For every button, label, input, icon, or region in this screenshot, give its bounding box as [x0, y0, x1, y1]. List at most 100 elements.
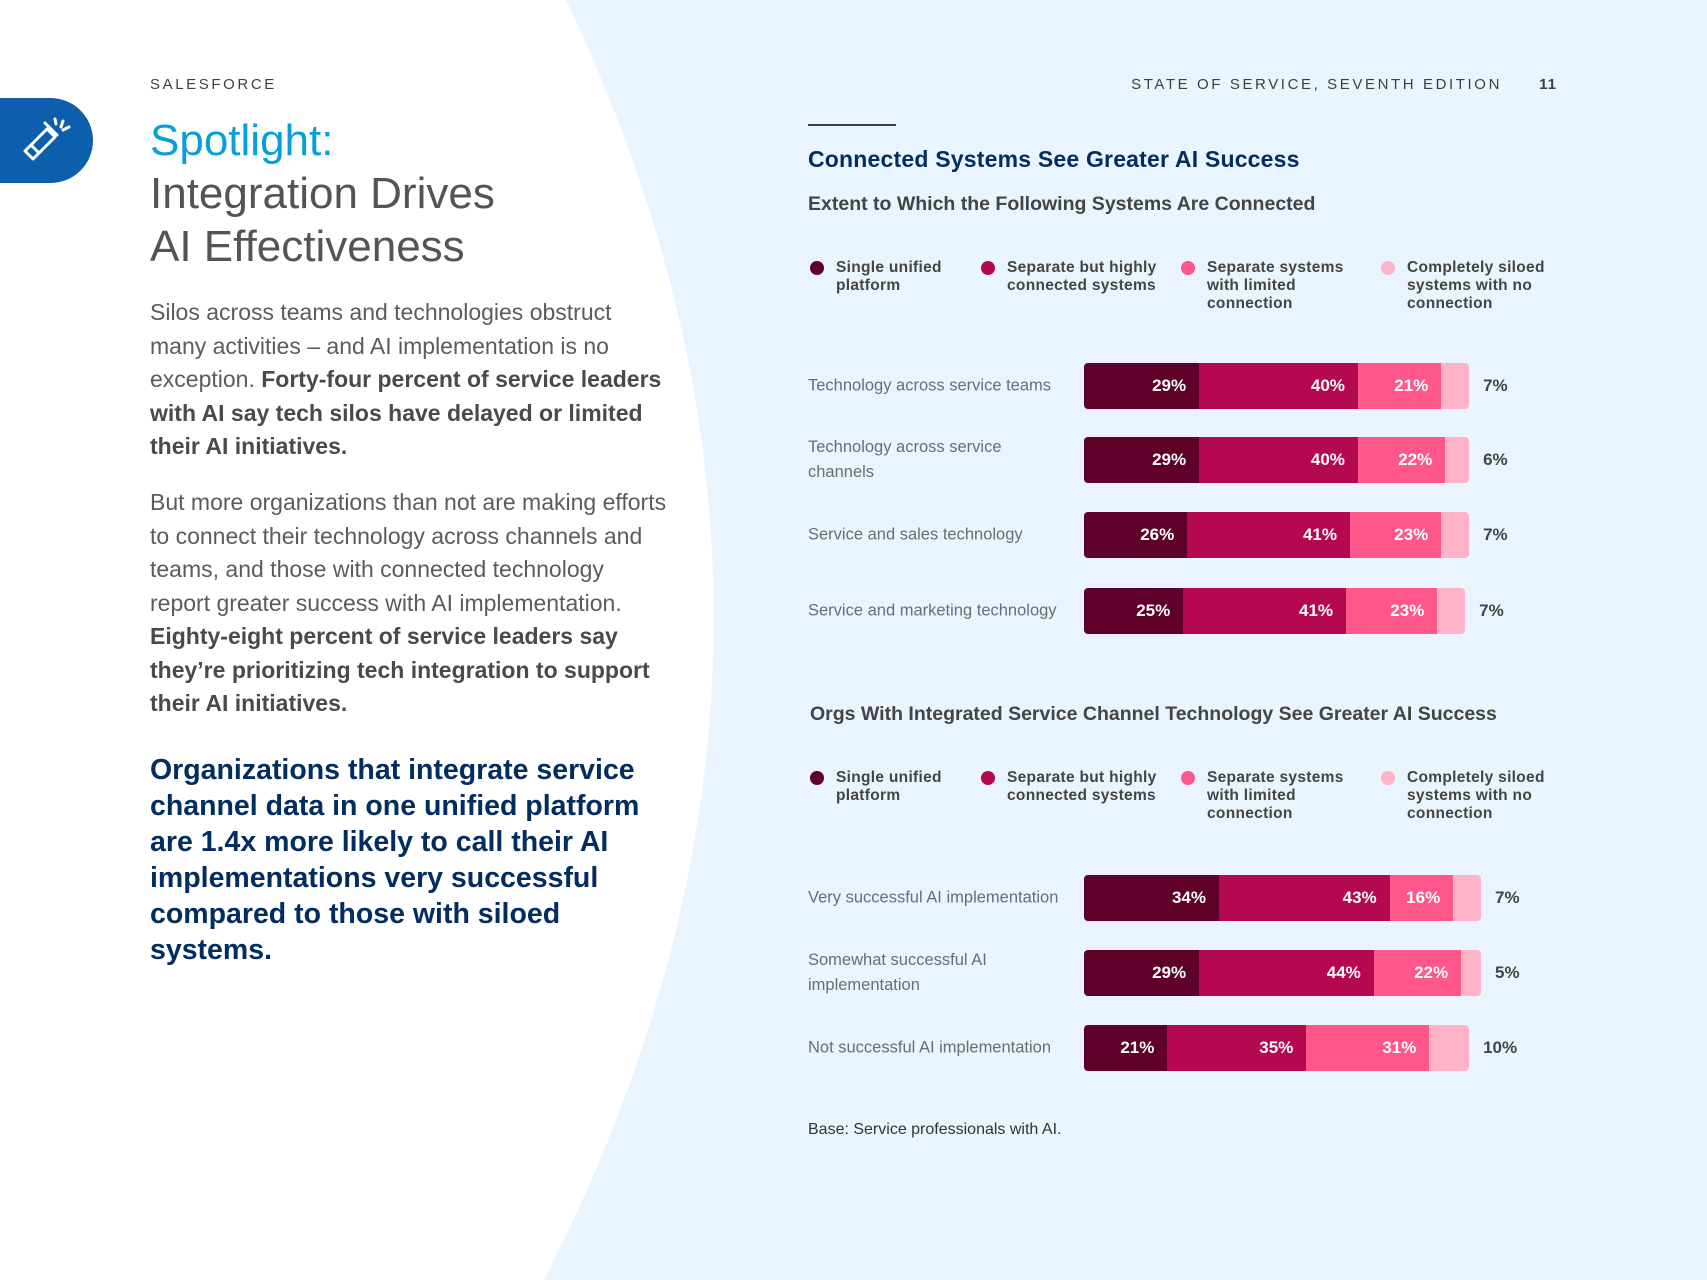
title-line-2: AI Effectiveness [150, 222, 465, 271]
bar-segment-label: 34% [1084, 875, 1219, 921]
bar-segment [1445, 437, 1470, 483]
bar-segment-label: 40% [1199, 437, 1358, 483]
stacked-bar: 21% 35% 31% [1084, 1025, 1470, 1071]
paragraph-1-bold: Forty-four percent of service leaders wi… [150, 366, 662, 459]
bar-segment [1429, 1025, 1470, 1071]
bar-segment [1441, 363, 1470, 409]
bar-row: Very successful AI implementation 34% 43% 1… [808, 875, 1568, 921]
bar-row: Somewhat successful AI implementation 29%… [808, 950, 1568, 996]
bar-segment-label: 29% [1084, 950, 1200, 996]
spotlight-badge [0, 98, 93, 183]
legend-swatch [981, 261, 995, 275]
legend-item: Completely siloed systems with no connec… [1381, 259, 1557, 313]
publication-header: STATE OF SERVICE, SEVENTH EDITION [1131, 76, 1502, 93]
legend-swatch [981, 771, 995, 785]
legend-item: Single unified platform [810, 769, 951, 805]
category-label: Technology across service channels [808, 438, 1002, 481]
siloed-value-label: 7% [1483, 376, 1508, 395]
legend-item: Separate systems with limited connection [1181, 769, 1357, 823]
bar-segment-label: 21% [1084, 1025, 1168, 1071]
category-label: Technology across service teams [808, 376, 1052, 395]
bar-segment-label: 44% [1199, 950, 1374, 996]
brand-header: SALESFORCE [150, 76, 277, 93]
siloed-value-label: 5% [1495, 963, 1520, 982]
legend-label: Separate systems with limited connection [1207, 769, 1344, 822]
category-label: Very successful AI implementation [808, 888, 1059, 907]
bar-segment [1437, 588, 1466, 634]
legend-label: Separate but highly connected systems [1007, 769, 1157, 804]
bar-segment-label: 23% [1349, 512, 1442, 558]
stacked-bar: 29% 40% 21% [1084, 363, 1470, 409]
bar-row: Technology across service channels 29% 40%… [808, 437, 1568, 483]
legend-label: Single unified platform [836, 769, 942, 804]
legend-label: Single unified platform [836, 259, 942, 294]
legend-swatch [810, 771, 824, 785]
page-title: Spotlight: Integration Drives AI Effecti… [150, 114, 495, 273]
legend-label: Separate systems with limited connection [1207, 259, 1344, 312]
bar-segment-label: 23% [1346, 588, 1438, 634]
category-label: Somewhat successful AI implementation [808, 951, 987, 994]
title-spotlight: Spotlight: [150, 116, 334, 165]
legend-swatch [1181, 261, 1195, 275]
footnote: Base: Service professionals with AI. [808, 1121, 1062, 1138]
bar-segment-label: 29% [1084, 363, 1200, 409]
siloed-value-label: 10% [1483, 1038, 1518, 1057]
bar-segment-label: 29% [1084, 437, 1200, 483]
bar-segment-label: 41% [1187, 512, 1350, 558]
legend-swatch [810, 261, 824, 275]
paragraph-1: Silos across teams and technologies obst… [150, 296, 670, 464]
legend-item: Single unified platform [810, 259, 951, 295]
bar-segment [1441, 512, 1470, 558]
bar-segment [1461, 950, 1481, 996]
siloed-value-label: 7% [1479, 601, 1504, 620]
stacked-bar: 25% 41% 23% [1084, 588, 1466, 634]
bar-row: Service and marketing technology 25% 41% 23… [808, 588, 1568, 634]
bar-row: Technology across service teams 29% 40% 21%… [808, 363, 1568, 409]
bar-segment-label: 16% [1389, 875, 1454, 921]
siloed-value-label: 7% [1483, 525, 1508, 544]
legend-label: Completely siloed systems with no connec… [1407, 769, 1545, 822]
page-number: 11 [1539, 76, 1557, 93]
stacked-bar: 29% 40% 22% [1084, 437, 1470, 483]
legend-label: Separate but highly connected systems [1007, 259, 1157, 294]
siloed-value-label: 6% [1483, 450, 1508, 469]
bar-segment-label: 43% [1218, 875, 1390, 921]
category-label: Service and sales technology [808, 525, 1023, 544]
legend-swatch [1381, 771, 1395, 785]
chart-2-title: Orgs With Integrated Service Channel Tec… [810, 703, 1497, 725]
bar-row: Service and sales technology 26% 41% 23% 7% [808, 512, 1568, 558]
category-label: Not successful AI implementation [808, 1038, 1052, 1057]
bar-segment-label: 41% [1183, 588, 1347, 634]
chart-1-subtitle: Extent to Which the Following Systems Ar… [808, 193, 1316, 215]
flashlight-icon [23, 117, 70, 160]
bar-segment-label: 31% [1306, 1025, 1430, 1071]
callout-stat: Organizations that integrate service cha… [150, 754, 640, 966]
paragraph-2: But more organizations than not are maki… [150, 486, 670, 721]
bar-segment-label: 22% [1373, 950, 1462, 996]
bar-segment-label: 26% [1084, 512, 1188, 558]
paragraph-2-bold: Eighty-eight percent of service leaders … [150, 623, 650, 716]
paragraph-2-text: But more organizations than not are maki… [150, 489, 667, 616]
category-label: Service and marketing technology [808, 601, 1057, 620]
stacked-bar: 26% 41% 23% [1084, 512, 1470, 558]
chart-1-legend: Single unified platform Separate but high… [808, 259, 1568, 319]
legend-label: Completely siloed systems with no connec… [1407, 259, 1545, 312]
bar-segment-label: 22% [1357, 437, 1446, 483]
chart-2-legend: Single unified platform Separate but high… [808, 769, 1568, 829]
bar-segment-label: 40% [1199, 363, 1358, 409]
stacked-bar: 29% 44% 22% [1084, 950, 1481, 996]
legend-swatch [1181, 771, 1195, 785]
chart-1-title: Connected Systems See Greater AI Success [808, 146, 1300, 172]
siloed-value-label: 7% [1495, 888, 1520, 907]
bar-segment-label: 21% [1357, 363, 1442, 409]
title-line-1: Integration Drives [150, 169, 495, 218]
bar-segment-label: 35% [1167, 1025, 1307, 1071]
divider [808, 124, 896, 126]
paragraph-1-text: Silos across teams and technologies obst… [150, 299, 612, 392]
legend-item: Completely siloed systems with no connec… [1381, 769, 1557, 823]
stacked-bar: 34% 43% 16% [1084, 875, 1481, 921]
bar-segment [1453, 875, 1481, 921]
bar-row: Not successful AI implementation 21% 35% 31… [808, 1025, 1568, 1071]
bar-segment-label: 25% [1084, 588, 1184, 634]
